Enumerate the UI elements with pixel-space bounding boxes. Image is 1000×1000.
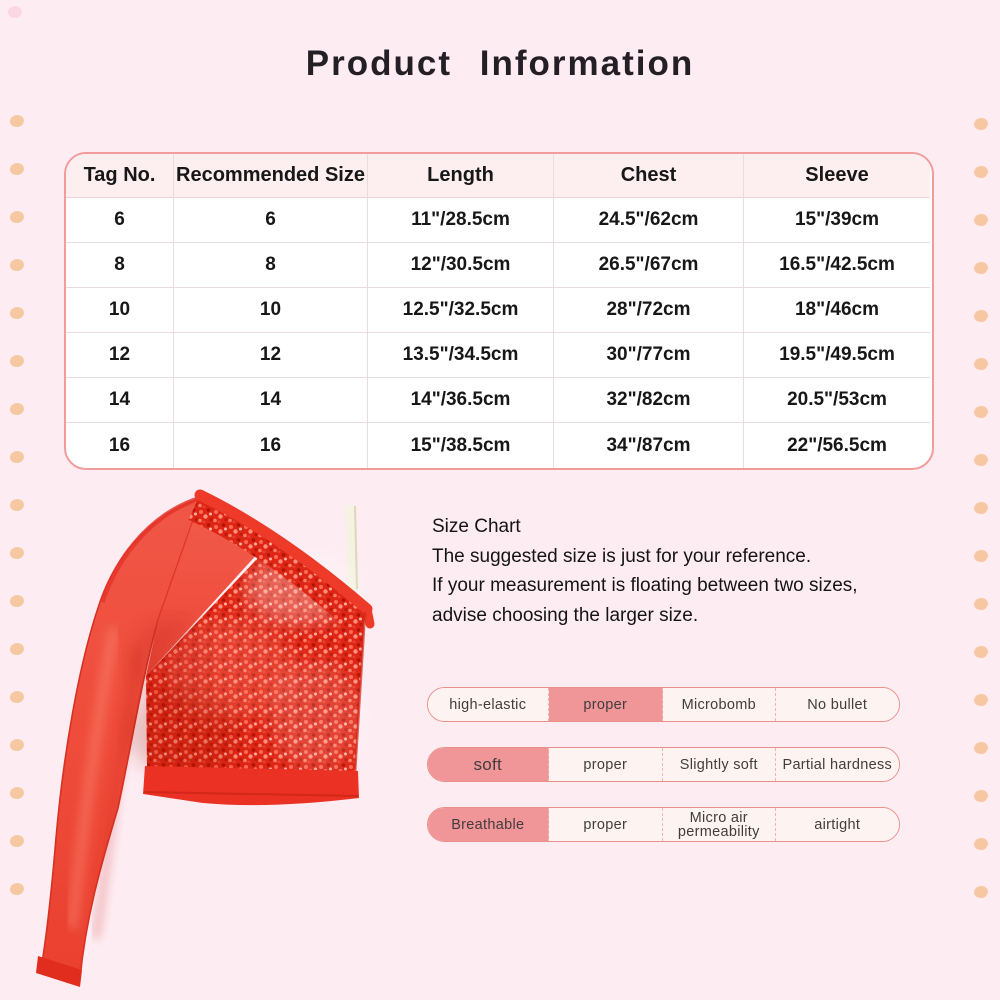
attribute-segment: proper: [548, 808, 663, 841]
attribute-segment: Slightly soft: [663, 748, 776, 781]
attribute-segment: proper: [548, 748, 663, 781]
table-cell: 14"/36.5cm: [368, 378, 554, 423]
attribute-segment: Partial hardness: [775, 748, 899, 781]
table-cell: 16.5"/42.5cm: [744, 243, 930, 288]
table-cell: 19.5"/49.5cm: [744, 333, 930, 378]
table-cell: 15"/39cm: [744, 198, 930, 243]
table-header-cell: Sleeve: [744, 154, 930, 198]
table-cell: 20.5"/53cm: [744, 378, 930, 423]
decor-dot: [9, 305, 25, 321]
size-table: Tag No. Recommended Size Length Chest Sleeve…: [64, 152, 934, 470]
table-cell: 16: [66, 423, 174, 468]
size-note-line: If your measurement is floating between …: [432, 575, 858, 596]
decor-dot: [973, 212, 989, 228]
attribute-segment: high-elastic: [428, 688, 549, 721]
decor-dot: [973, 164, 989, 180]
decor-dot: [973, 548, 989, 564]
attribute-segment: No bullet: [775, 688, 899, 721]
table-cell: 28"/72cm: [554, 288, 744, 333]
attribute-segment: Microbomb: [663, 688, 776, 721]
table-cell: 12.5"/32.5cm: [368, 288, 554, 333]
table-cell: 18"/46cm: [744, 288, 930, 333]
table-cell: 10: [66, 288, 174, 333]
attribute-segment: Breathable: [428, 808, 549, 841]
decor-dot: [9, 449, 25, 465]
product-photo: [18, 478, 438, 1000]
attribute-bar: Breathable proper Micro air permeability ai…: [427, 807, 900, 842]
decor-dot: [973, 740, 989, 756]
attribute-segment: Micro air permeability: [663, 808, 776, 841]
table-cell: 6: [174, 198, 368, 243]
table-cell: 12"/30.5cm: [368, 243, 554, 288]
decor-dot: [973, 500, 989, 516]
table-header-cell: Tag No.: [66, 154, 174, 198]
table-cell: 8: [66, 243, 174, 288]
table-cell: 24.5"/62cm: [554, 198, 744, 243]
decor-dot: [9, 257, 25, 273]
table-cell: 16: [174, 423, 368, 468]
decor-dot: [973, 308, 989, 324]
table-cell: 8: [174, 243, 368, 288]
decor-dot: [973, 884, 989, 900]
size-note-heading: Size Chart: [432, 516, 521, 537]
decor-dot: [9, 113, 25, 129]
attribute-segment: proper: [548, 688, 663, 721]
table-cell: 14: [66, 378, 174, 423]
table-cell: 26.5"/67cm: [554, 243, 744, 288]
table-cell: 11"/28.5cm: [368, 198, 554, 243]
attribute-bars: high-elastic proper Microbomb No bullet soft…: [427, 687, 900, 842]
decor-dot: [973, 356, 989, 372]
decor-dot: [9, 353, 25, 369]
table-cell: 14: [174, 378, 368, 423]
attribute-bar: high-elastic proper Microbomb No bullet: [427, 687, 900, 722]
sequin-crop-top-illustration: [36, 489, 375, 987]
table-header-cell: Length: [368, 154, 554, 198]
decor-dot: [9, 161, 25, 177]
table-header-cell: Chest: [554, 154, 744, 198]
decor-dot: [973, 596, 989, 612]
decor-dot: [973, 260, 989, 276]
table-cell: 15"/38.5cm: [368, 423, 554, 468]
decor-dot: [9, 401, 25, 417]
table-header-cell: Recommended Size: [174, 154, 368, 198]
decor-dot: [973, 452, 989, 468]
size-note: Size Chart The suggested size is just fo…: [432, 512, 922, 630]
table-cell: 34"/87cm: [554, 423, 744, 468]
table-cell: 12: [66, 333, 174, 378]
decor-dot: [9, 209, 25, 225]
decor-dot: [973, 836, 989, 852]
attribute-segment: airtight: [775, 808, 899, 841]
attribute-bar: soft proper Slightly soft Partial hardness: [427, 747, 900, 782]
table-cell: 12: [174, 333, 368, 378]
table-cell: 32"/82cm: [554, 378, 744, 423]
decor-dot: [973, 404, 989, 420]
page-title: Product Information: [305, 44, 695, 83]
table-cell: 6: [66, 198, 174, 243]
decor-dot: [7, 4, 23, 20]
table-cell: 10: [174, 288, 368, 333]
table-cell: 30"/77cm: [554, 333, 744, 378]
decor-dot: [973, 692, 989, 708]
size-note-line: The suggested size is just for your refe…: [432, 545, 812, 567]
table-cell: 22"/56.5cm: [787, 434, 887, 456]
decor-dot: [973, 116, 989, 132]
decor-dot: [973, 644, 989, 660]
table-cell: 13.5"/34.5cm: [368, 333, 554, 378]
size-note-line: advise choosing the larger size.: [432, 604, 699, 626]
decor-dot: [973, 788, 989, 804]
attribute-segment: soft: [428, 748, 549, 781]
